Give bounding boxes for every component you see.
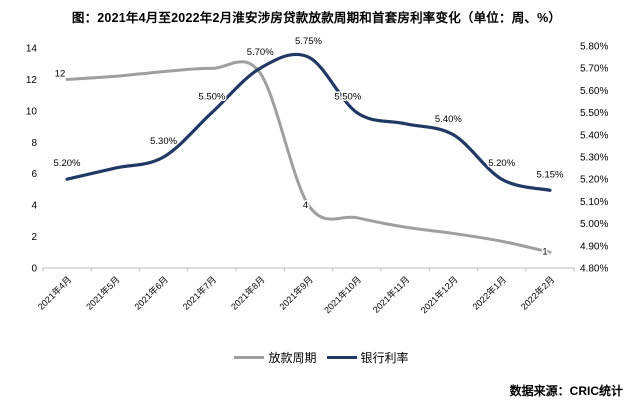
- x-axis-label: 2021年9月: [277, 274, 315, 312]
- series-line-loan-cycle: [65, 60, 552, 254]
- x-axis-label: 2021年5月: [84, 274, 122, 312]
- x-axis-label: 2022年1月: [470, 274, 508, 312]
- legend-label-loan-cycle: 放款周期: [268, 351, 317, 365]
- legend-label-bank-rate: 银行利率: [360, 351, 409, 365]
- page-title: 图：2021年4月至2022年2月淮安涉房贷款放款周期和首套房利率变化（单位：周…: [71, 11, 562, 25]
- y-axis-label-right: 5.30%: [580, 153, 608, 164]
- data-label-bank-rate: 5.40%: [435, 114, 462, 125]
- y-axis-label-left: 2: [31, 232, 37, 243]
- y-axis-label-left: 14: [26, 44, 38, 55]
- data-label-loan-cycle: 12: [55, 68, 66, 79]
- data-label-bank-rate: 5.15%: [537, 169, 564, 180]
- y-axis-label-left: 6: [31, 169, 37, 180]
- x-axis-label: 2021年6月: [132, 274, 170, 312]
- y-axis-label-left: 12: [26, 75, 38, 86]
- legend: 放款周期 银行利率: [0, 349, 633, 366]
- chart-canvas: 2021年4月 2021年5月 2021年6月 2021年7月 2021年8月 2021年…: [26, 35, 609, 316]
- data-source-note: 数据来源：CRIC统计: [509, 384, 623, 398]
- x-axis-label: 2022年2月: [518, 274, 556, 312]
- y-axis-label-right: 5.70%: [580, 64, 608, 75]
- data-label-loan-cycle: 1: [542, 246, 547, 257]
- x-axis-label: 2021年8月: [228, 274, 266, 312]
- x-axis-label: 2021年10月: [321, 274, 363, 316]
- series-line-bank-rate: [65, 52, 552, 192]
- y-axis-label-right: 5.40%: [580, 130, 608, 141]
- y-axis-label-right: 5.00%: [580, 219, 608, 230]
- x-axis-label: 2021年12月: [418, 274, 460, 316]
- loan-cycle-line-swatch: [234, 355, 265, 360]
- y-axis-label-right: 4.80%: [580, 264, 608, 275]
- y-axis-label-left: 0: [31, 264, 37, 275]
- data-label-bank-rate: 5.70%: [247, 47, 274, 58]
- y-axis-label-left: 10: [26, 106, 38, 117]
- data-label-bank-rate: 5.30%: [150, 136, 177, 147]
- y-axis-label-right: 5.10%: [580, 197, 608, 208]
- data-label-bank-rate: 5.50%: [334, 92, 361, 103]
- y-axis-label-left: 8: [31, 138, 37, 149]
- y-axis-label-right: 5.50%: [580, 108, 608, 119]
- y-axis-label-right: 5.60%: [580, 86, 608, 97]
- y-axis-label-right: 5.80%: [580, 42, 608, 53]
- data-label-bank-rate: 5.20%: [488, 158, 515, 169]
- data-label-bank-rate: 5.75%: [295, 36, 322, 47]
- y-axis-label-right: 5.20%: [580, 175, 608, 186]
- y-axis-label-left: 4: [31, 201, 37, 212]
- y-axis-label-right: 4.90%: [580, 241, 608, 252]
- x-axis-label: 2021年11月: [370, 274, 411, 315]
- data-label-bank-rate: 5.50%: [198, 92, 225, 103]
- x-axis-label: 2021年7月: [180, 274, 218, 312]
- bank-rate-line-swatch: [326, 355, 357, 360]
- data-label-loan-cycle: 4: [303, 200, 308, 211]
- x-axis-label: 2021年4月: [35, 274, 73, 312]
- data-label-bank-rate: 5.20%: [54, 158, 81, 169]
